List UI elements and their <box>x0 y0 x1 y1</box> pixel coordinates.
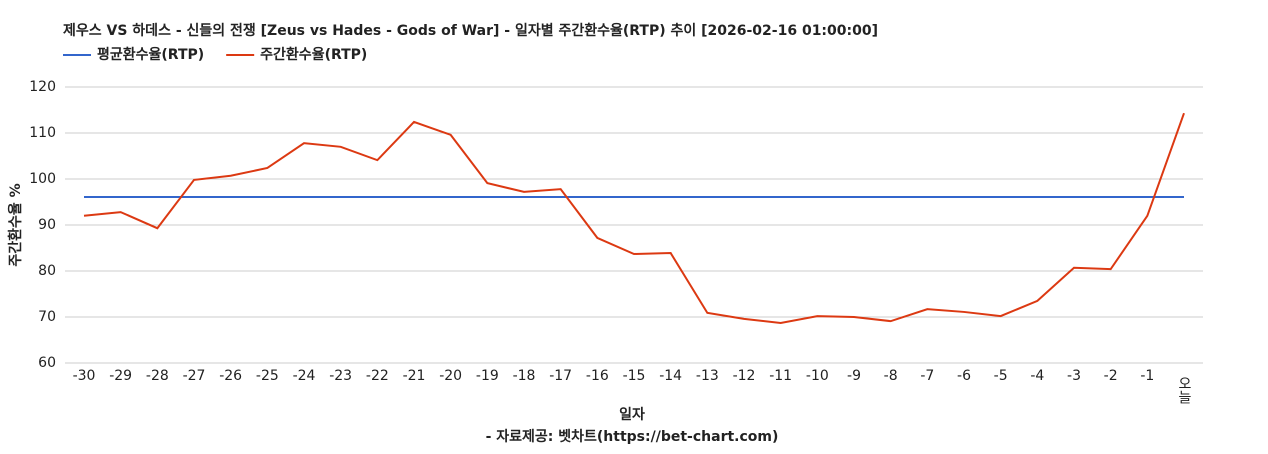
x-axis-label: 일자 <box>619 407 645 423</box>
series-line <box>83 112 1185 324</box>
y-tick-label: 120 <box>29 79 56 95</box>
y-tick-label: 90 <box>38 217 56 233</box>
x-tick-label: -15 <box>623 368 646 384</box>
x-tick-label: -9 <box>847 368 861 384</box>
x-tick-label: -30 <box>73 368 96 384</box>
source: - 자료제공: 벳차트(https://bet-chart.com) <box>486 428 779 445</box>
y-tick-label: 70 <box>38 309 56 325</box>
x-tick-label: -13 <box>696 368 719 384</box>
x-tick-label: -23 <box>329 368 352 384</box>
x-tick-label: -28 <box>146 368 169 384</box>
x-tick-label: -21 <box>403 368 426 384</box>
x-tick-label: -2 <box>1104 368 1118 384</box>
x-tick-label: -7 <box>920 368 934 384</box>
x-tick-label: -20 <box>439 368 462 384</box>
y-tick-label: 80 <box>38 263 56 279</box>
x-tick-label: -17 <box>549 368 572 384</box>
legend-label: 평균환수율(RTP) <box>97 46 204 63</box>
legend-label: 주간환수율(RTP) <box>260 46 367 63</box>
x-tick-label: -1 <box>1140 368 1154 384</box>
x-tick-label: -14 <box>659 368 682 384</box>
x-tick-label: -27 <box>183 368 206 384</box>
x-tick-label: -8 <box>884 368 898 384</box>
y-tick-label: 100 <box>29 171 56 187</box>
x-tick-label: -19 <box>476 368 499 384</box>
x-tick-label: -11 <box>769 368 792 384</box>
x-tick-label: -18 <box>513 368 536 384</box>
chart-title: 제우스 VS 하데스 - 신들의 전쟁 [Zeus vs Hades - God… <box>63 22 878 39</box>
x-tick-label: -22 <box>366 368 389 384</box>
x-tick-label: -16 <box>586 368 609 384</box>
x-tick-label: -5 <box>994 368 1008 384</box>
x-tick-label: -6 <box>957 368 971 384</box>
x-tick-label: -3 <box>1067 368 1081 384</box>
x-tick-label: -12 <box>733 368 756 384</box>
y-axis-label: 주간환수율 % <box>7 183 24 266</box>
x-tick-label: -4 <box>1030 368 1044 384</box>
y-tick-label: 60 <box>38 355 56 371</box>
x-tick-label: 오늘 <box>1176 376 1192 404</box>
x-tick-label: -24 <box>293 368 316 384</box>
x-tick-label: -29 <box>109 368 132 384</box>
y-tick-label: 110 <box>29 125 56 141</box>
x-tick-label: -26 <box>219 368 242 384</box>
x-tick-label: -25 <box>256 368 279 384</box>
x-tick-label: -10 <box>806 368 829 384</box>
